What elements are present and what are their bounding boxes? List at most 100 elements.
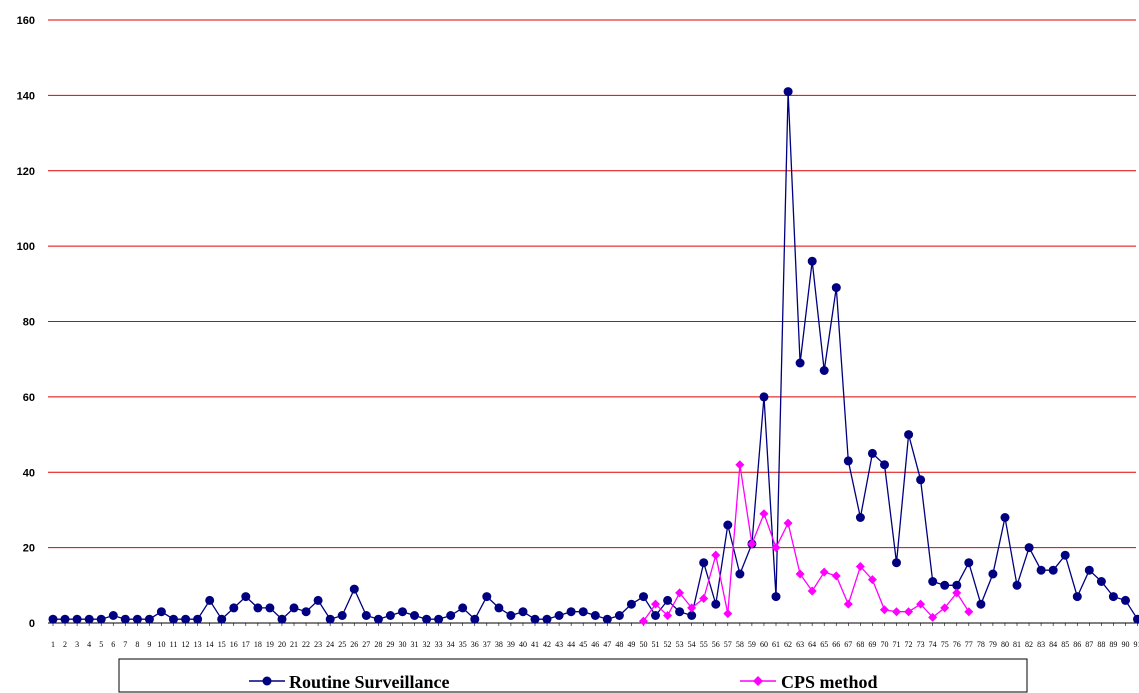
- y-tick-label: 120: [17, 166, 35, 178]
- x-tick-label: 11: [170, 640, 178, 649]
- data-point-routine-surveillance: [373, 614, 383, 624]
- x-tick-label: 24: [326, 640, 334, 649]
- x-tick-label: 62: [784, 640, 792, 649]
- y-tick-label: 80: [23, 317, 35, 329]
- data-point-cps-method: [699, 594, 709, 604]
- data-point-cps-method: [807, 586, 817, 596]
- data-point-routine-surveillance: [1012, 580, 1022, 590]
- data-point-routine-surveillance: [1108, 592, 1118, 602]
- data-point-cps-method: [759, 509, 769, 519]
- data-point-routine-surveillance: [422, 614, 432, 624]
- x-tick-label: 26: [350, 640, 358, 649]
- x-tick-label: 45: [579, 640, 587, 649]
- x-tick-label: 85: [1061, 640, 1069, 649]
- data-point-routine-surveillance: [831, 283, 841, 293]
- data-point-routine-surveillance: [614, 611, 624, 620]
- x-tick-label: 13: [194, 640, 202, 649]
- x-tick-label: 57: [724, 640, 732, 649]
- data-point-routine-surveillance: [566, 607, 576, 617]
- x-tick-label: 70: [880, 640, 888, 649]
- data-point-routine-surveillance: [398, 607, 407, 617]
- data-point-routine-surveillance: [277, 614, 287, 624]
- x-tick-label: 87: [1085, 640, 1093, 649]
- x-tick-label: 52: [664, 640, 672, 649]
- x-tick-label: 82: [1025, 640, 1033, 649]
- data-point-routine-surveillance: [325, 614, 335, 624]
- x-tick-label: 56: [712, 640, 720, 649]
- data-point-routine-surveillance: [361, 611, 371, 620]
- data-point-routine-surveillance: [542, 614, 552, 624]
- x-tick-label: 54: [688, 640, 696, 649]
- x-tick-label: 12: [182, 640, 190, 649]
- data-point-cps-method: [855, 561, 865, 571]
- x-tick-label: 3: [75, 640, 79, 649]
- data-point-routine-surveillance: [1133, 614, 1139, 624]
- x-tick-label: 67: [844, 640, 852, 649]
- x-tick-label: 51: [652, 640, 660, 649]
- data-point-routine-surveillance: [590, 611, 600, 620]
- x-tick-label: 36: [471, 640, 479, 649]
- data-point-routine-surveillance: [410, 611, 419, 620]
- x-tick-label: 33: [435, 640, 443, 649]
- x-tick-label: 23: [314, 640, 322, 649]
- data-point-routine-surveillance: [904, 430, 914, 440]
- data-point-routine-surveillance: [783, 87, 793, 97]
- data-point-cps-method: [964, 607, 974, 617]
- y-tick-label: 60: [23, 392, 35, 404]
- data-point-routine-surveillance: [1121, 595, 1130, 605]
- x-tick-label: 60: [760, 640, 768, 649]
- data-point-routine-surveillance: [602, 614, 612, 624]
- x-tick-label: 89: [1109, 640, 1117, 649]
- x-axis: 1 2 3 4 5 6 7 8 9 10 11 12 13 14 15 16 17 18 19 20 21 22 23 24 2…: [48, 622, 1139, 649]
- legend-label-cps-method: CPS method: [781, 672, 878, 692]
- data-point-cps-method: [843, 599, 853, 609]
- data-point-cps-method: [904, 607, 914, 617]
- data-point-routine-surveillance: [313, 595, 323, 605]
- data-point-routine-surveillance: [1048, 565, 1058, 575]
- x-tick-label: 77: [965, 640, 973, 649]
- data-point-cps-method: [651, 599, 660, 609]
- x-tick-label: 64: [808, 640, 816, 649]
- x-tick-label: 34: [447, 640, 455, 649]
- y-tick-label: 140: [17, 90, 35, 102]
- data-point-routine-surveillance: [1000, 513, 1010, 522]
- data-point-cps-method: [892, 607, 901, 617]
- y-tick-label: 100: [17, 241, 35, 253]
- x-tick-label: 68: [856, 640, 864, 649]
- data-point-routine-surveillance: [132, 614, 142, 624]
- x-tick-label: 69: [868, 640, 876, 649]
- data-point-routine-surveillance: [518, 607, 528, 617]
- data-point-routine-surveillance: [639, 592, 648, 602]
- data-point-cps-method: [928, 612, 938, 622]
- data-point-cps-method: [940, 603, 950, 613]
- y-tick-label: 0: [29, 618, 35, 630]
- x-tick-label: 10: [157, 640, 165, 649]
- data-point-cps-method: [916, 599, 926, 609]
- data-point-routine-surveillance: [626, 599, 636, 609]
- data-point-routine-surveillance: [72, 614, 82, 624]
- legend: Routine Surveillance CPS method: [118, 658, 1028, 693]
- data-point-routine-surveillance: [964, 558, 974, 568]
- x-tick-label: 1: [51, 640, 55, 649]
- x-tick-label: 76: [953, 640, 961, 649]
- x-tick-label: 17: [242, 640, 250, 649]
- data-point-cps-method: [723, 609, 733, 619]
- x-tick-label: 91: [1134, 640, 1139, 649]
- x-tick-label: 30: [398, 640, 406, 649]
- data-point-routine-surveillance: [120, 614, 130, 624]
- data-point-routine-surveillance: [1072, 592, 1082, 602]
- data-point-routine-surveillance: [1036, 565, 1046, 575]
- x-tick-label: 81: [1013, 640, 1021, 649]
- x-tick-label: 49: [627, 640, 635, 649]
- legend-marker-cps-method: [753, 676, 763, 686]
- data-point-routine-surveillance: [337, 611, 347, 620]
- data-point-cps-method: [687, 603, 697, 613]
- legend-box: [118, 658, 1028, 693]
- data-point-routine-surveillance: [506, 611, 516, 620]
- x-tick-label: 48: [615, 640, 623, 649]
- x-tick-label: 16: [230, 640, 238, 649]
- data-point-routine-surveillance: [217, 614, 227, 624]
- data-point-routine-surveillance: [84, 614, 94, 624]
- data-point-routine-surveillance: [349, 584, 359, 594]
- data-point-routine-surveillance: [96, 614, 106, 624]
